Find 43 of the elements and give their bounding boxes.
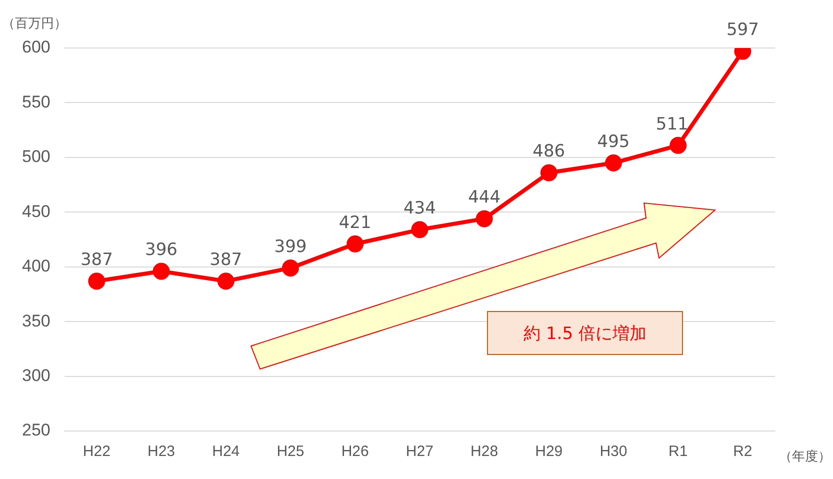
- y-tick-label: 550: [22, 92, 50, 112]
- y-tick-label: 350: [22, 311, 50, 330]
- x-tick-label: H29: [535, 443, 563, 460]
- data-label: 597: [726, 20, 759, 40]
- x-tick-label: R1: [668, 443, 688, 460]
- x-tick-label: R2: [733, 443, 752, 460]
- point: [152, 262, 170, 280]
- data-label: 387: [210, 250, 242, 270]
- data-label: 511: [656, 114, 688, 134]
- x-tick-label: H26: [341, 443, 369, 460]
- point: [540, 164, 558, 182]
- x-tick-label: H22: [82, 443, 110, 460]
- x-tick-label: H23: [148, 443, 176, 460]
- point: [282, 259, 299, 276]
- x-tick-label: H30: [600, 443, 628, 460]
- point: [604, 154, 622, 172]
- y-tick-label: 600: [22, 38, 50, 57]
- y-tick-label: 500: [22, 147, 50, 166]
- x-tick-label: H27: [406, 443, 434, 460]
- point: [411, 221, 428, 238]
- data-label: 421: [338, 212, 372, 233]
- y-tick-label: 400: [22, 256, 50, 276]
- x-tick-label: H24: [212, 443, 240, 460]
- y-tick-label: 450: [22, 202, 50, 221]
- y-tick-label: 250: [22, 420, 50, 440]
- y-tick-label: 300: [22, 366, 50, 385]
- x-tick-label: H25: [276, 443, 304, 460]
- x-axis-title: （年度）: [779, 448, 831, 464]
- point: [476, 210, 493, 228]
- y-axis-title: （百万円）: [2, 16, 67, 32]
- point: [670, 136, 687, 154]
- data-label: 387: [80, 250, 113, 270]
- point: [217, 272, 234, 290]
- x-tick-label: H28: [470, 443, 498, 460]
- point: [88, 272, 106, 290]
- data-label: 444: [468, 188, 501, 208]
- data-label: 399: [274, 236, 307, 257]
- data-label: 486: [532, 142, 566, 162]
- data-label: 434: [403, 198, 436, 219]
- note-box: 約 1.5 倍に増加: [487, 311, 683, 355]
- data-label: 495: [597, 132, 630, 152]
- point: [346, 235, 364, 252]
- data-label: 396: [145, 240, 178, 260]
